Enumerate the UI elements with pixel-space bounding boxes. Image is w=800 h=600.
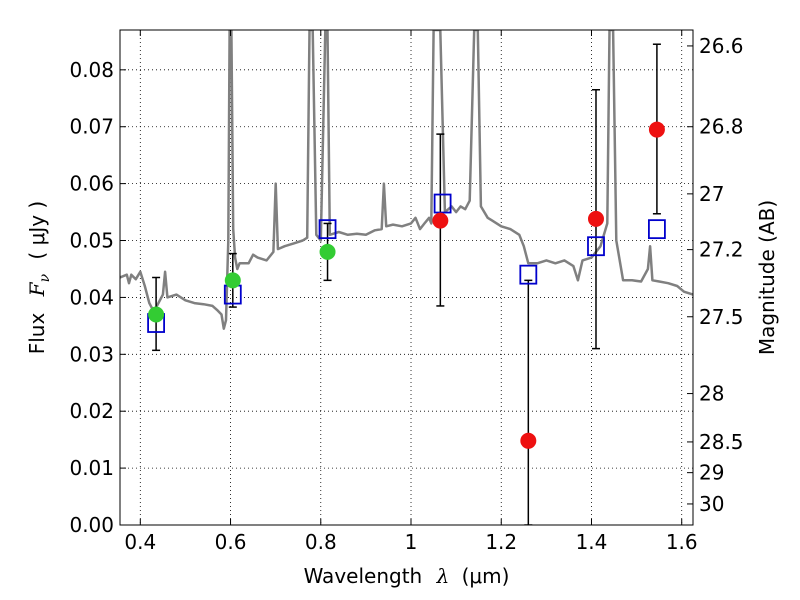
model-photometry-square xyxy=(519,264,538,285)
y-tick-label: 0.04 xyxy=(69,285,114,309)
y-tick-label: 0.02 xyxy=(69,399,114,423)
x-tick-label: 0.6 xyxy=(215,530,247,554)
nondetection-point xyxy=(520,432,537,449)
y-tick-label: 0.01 xyxy=(69,456,114,480)
y2-tick-label: 27.5 xyxy=(699,305,744,329)
x-axis-label: Wavelength λ (μm) xyxy=(304,564,510,588)
y2-tick-label: 30 xyxy=(699,492,724,516)
plot-frame xyxy=(119,29,694,526)
detection-point xyxy=(319,243,336,260)
nondetection-point xyxy=(587,210,604,227)
y2-tick-label: 27.2 xyxy=(699,238,744,262)
y-tick-label: 0.00 xyxy=(69,513,114,537)
tick-layer: 0.4 0.6 0.8 1 1.2 1.4 1.6 0.00 0.01 0.02 0.03 0.04 0… xyxy=(69,30,744,554)
detection-point xyxy=(224,272,241,289)
model-photometry-square xyxy=(318,219,337,240)
model-photometry-square xyxy=(587,236,605,257)
grid xyxy=(120,30,693,526)
y2-tick-label: 28 xyxy=(699,382,724,406)
x-tick-label: 1.2 xyxy=(485,530,517,554)
y-tick-label: 0.08 xyxy=(69,58,114,82)
y-tick-label: 0.03 xyxy=(69,342,114,366)
y2-tick-label: 28.5 xyxy=(699,430,744,454)
x-tick-label: 0.8 xyxy=(305,530,337,554)
y2-tick-label: 29 xyxy=(699,461,724,485)
y2-axis-label: Magnitude (AB) xyxy=(755,200,779,355)
y-axis-label: Flux Fν ( μJy ) xyxy=(25,201,54,355)
y2-tick-label: 26.6 xyxy=(699,34,744,58)
nondetection-point xyxy=(648,121,665,138)
x-tick-label: 1.6 xyxy=(666,530,698,554)
x-tick-label: 1.4 xyxy=(576,530,608,554)
y2-tick-label: 27 xyxy=(699,182,724,206)
spectrum-layer xyxy=(120,30,693,330)
y-tick-label: 0.06 xyxy=(69,172,114,196)
nondetection-point xyxy=(432,212,449,229)
x-tick-label: 0.4 xyxy=(124,530,156,554)
detection-point xyxy=(148,306,165,323)
y-tick-label: 0.07 xyxy=(69,115,114,139)
spectrum-line xyxy=(120,30,693,330)
model-photometry-square xyxy=(648,219,666,240)
model-photometry-square xyxy=(433,193,452,214)
y-tick-label: 0.05 xyxy=(69,229,114,253)
marker-layer xyxy=(147,121,666,449)
y2-tick-label: 26.8 xyxy=(699,115,744,139)
x-tick-label: 1 xyxy=(405,530,418,554)
